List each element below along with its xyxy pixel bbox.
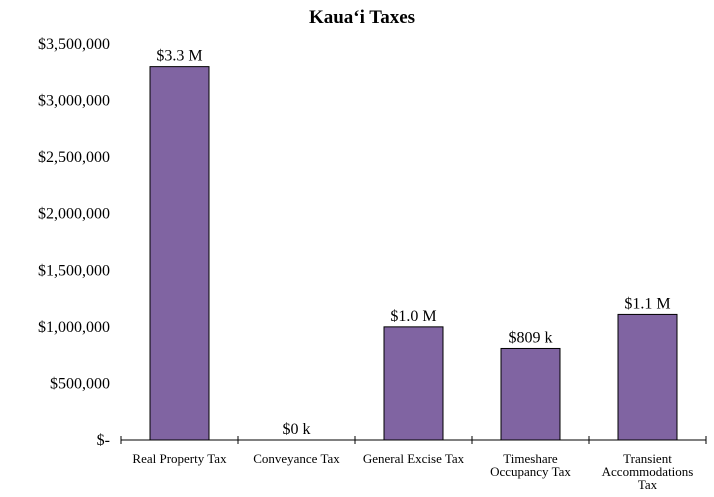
- y-tick-label: $2,000,000: [38, 206, 110, 223]
- data-label: $1.1 M: [624, 295, 670, 312]
- bar: [149, 66, 210, 441]
- y-tick-label: $1,000,000: [38, 319, 110, 336]
- y-axis: $- $500,000 $1,000,000 $1,500,000 $2,000,000…: [38, 36, 110, 449]
- chart-title: Kaua‘i Taxes: [309, 7, 415, 28]
- data-label: $3.3 M: [156, 48, 202, 65]
- category-labels: Real Property Tax Conveyance Tax General E…: [132, 451, 693, 492]
- bar: [383, 326, 444, 441]
- y-tick-label: $1,500,000: [38, 262, 110, 279]
- x-tick-label: Real Property Tax: [132, 451, 227, 466]
- bars: [149, 66, 678, 441]
- y-tick-label: $3,000,000: [38, 93, 110, 110]
- x-tick-label: Transient Accommodations Tax: [602, 451, 694, 492]
- y-tick-label: $3,500,000: [38, 36, 110, 53]
- data-label: $1.0 M: [390, 308, 436, 325]
- y-tick-label: $500,000: [50, 375, 110, 392]
- x-tick-label: General Excise Tax: [363, 451, 465, 466]
- x-tick-label: Timeshare Occupancy Tax: [490, 451, 571, 479]
- data-label: $809 k: [509, 329, 553, 346]
- y-tick-label: $2,500,000: [38, 149, 110, 166]
- data-labels: $3.3 M $0 k $1.0 M $809 k $1.1 M: [156, 48, 670, 438]
- bar: [617, 313, 678, 441]
- x-tick-label: Conveyance Tax: [253, 451, 340, 466]
- data-label: $0 k: [283, 421, 311, 438]
- bar: [500, 347, 561, 441]
- y-tick-label: $-: [97, 432, 110, 449]
